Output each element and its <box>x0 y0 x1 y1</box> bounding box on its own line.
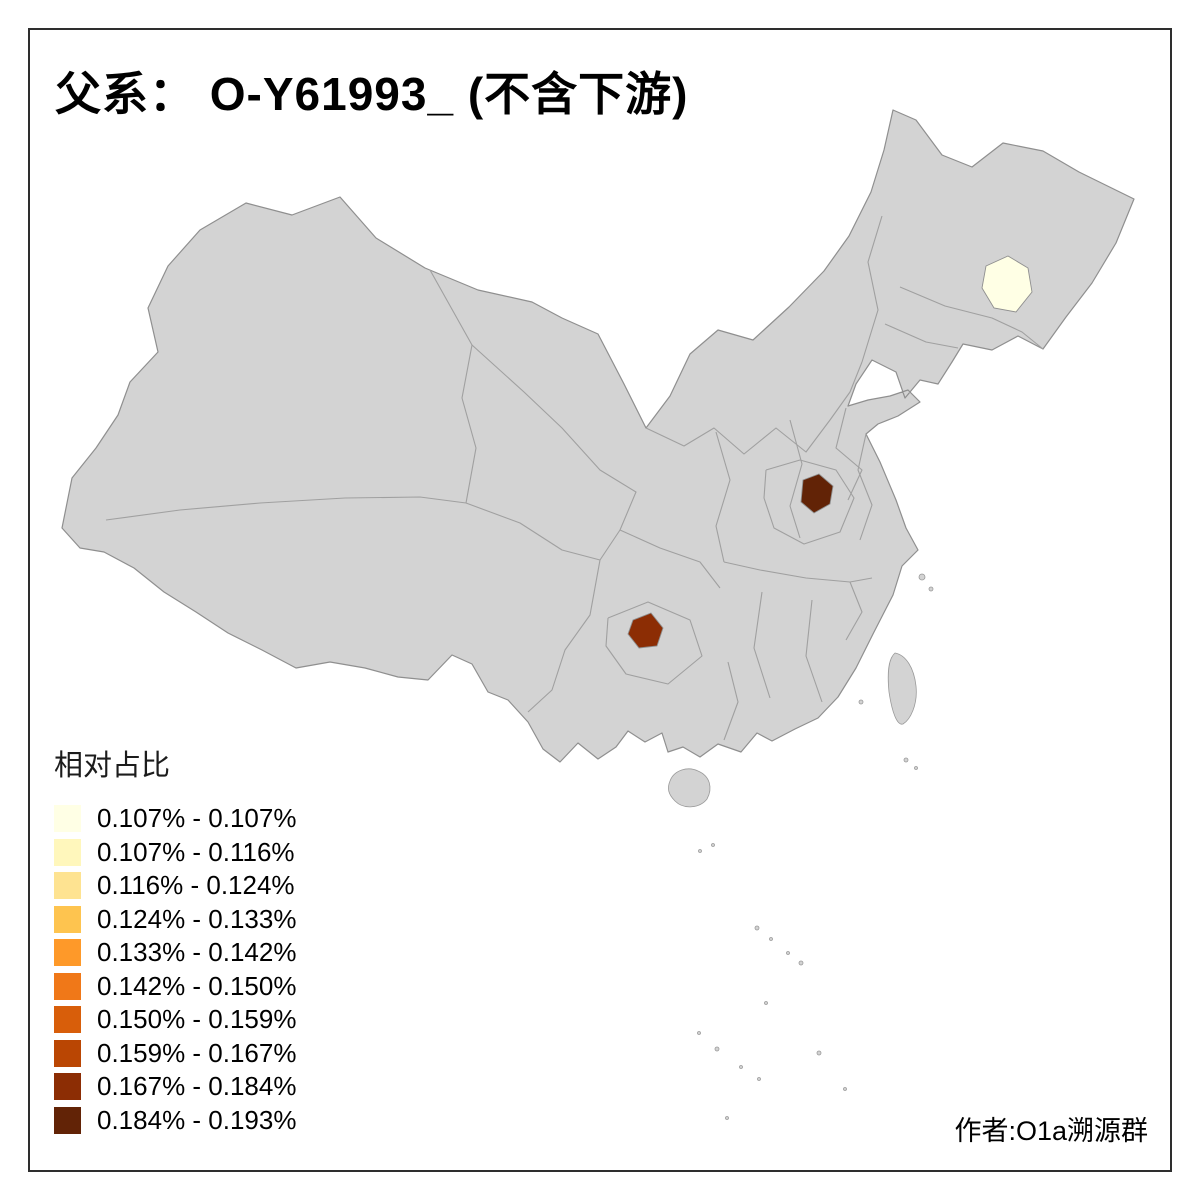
legend-swatch <box>54 805 81 833</box>
province-border-line <box>753 591 771 699</box>
legend-swatch <box>54 939 81 967</box>
island-dot <box>698 849 702 853</box>
legend-swatch <box>54 1006 81 1034</box>
province-border-line <box>465 502 601 561</box>
region-highlight-central <box>800 473 834 514</box>
legend-swatch <box>54 838 81 866</box>
legend-label: 0.116% - 0.124% <box>97 870 295 901</box>
map-title: 父系： O-Y61993_ (不含下游) <box>55 68 689 120</box>
province-border-line <box>723 561 873 583</box>
legend-item: 0.116% - 0.124% <box>54 869 296 903</box>
province-border-line <box>899 286 1044 350</box>
legend-label: 0.133% - 0.142% <box>97 937 297 968</box>
island-dot <box>757 1077 761 1081</box>
island-dot <box>764 1001 768 1005</box>
legend-swatch <box>54 1073 81 1101</box>
hainan-island <box>668 768 711 808</box>
legend-label: 0.167% - 0.184% <box>97 1071 297 1102</box>
island-dot <box>697 1031 701 1035</box>
legend-swatch <box>54 1039 81 1067</box>
legend-title: 相对占比 <box>54 750 171 782</box>
legend: 相对占比 0.107% - 0.107% 0.107% - 0.116% 0.1… <box>54 742 296 1137</box>
legend-label: 0.150% - 0.159% <box>97 1004 297 1035</box>
province-border-line <box>619 529 721 589</box>
island-dot <box>754 925 760 931</box>
island-dot <box>928 586 934 592</box>
legend-label: 0.107% - 0.107% <box>97 803 297 834</box>
island-dot <box>914 766 918 770</box>
legend-swatch <box>54 905 81 933</box>
legend-item: 0.159% - 0.167% <box>54 1037 296 1071</box>
south-china-sea-islands <box>697 573 934 1120</box>
legend-item: 0.107% - 0.107% <box>54 802 296 836</box>
province-border-line <box>845 581 863 641</box>
legend-label: 0.142% - 0.150% <box>97 970 297 1001</box>
province-border-line <box>715 431 731 563</box>
island-dot <box>843 1087 847 1091</box>
island-dot <box>725 1116 729 1120</box>
province-border-line <box>835 407 863 501</box>
legend-swatch <box>54 972 81 1000</box>
province-border-line <box>105 496 467 521</box>
province-border-line <box>645 361 863 455</box>
legend-swatch <box>54 872 81 900</box>
province-border-line <box>861 215 883 363</box>
region-highlight-southwest <box>627 612 664 649</box>
legend-label: 0.124% - 0.133% <box>97 903 297 934</box>
taiwan-island <box>887 652 917 725</box>
province-border-line <box>723 661 739 741</box>
author-credit: 作者:O1a溯源群 <box>954 1116 1148 1146</box>
region-highlight-northeast <box>981 255 1033 313</box>
island-dot <box>858 699 864 705</box>
island-dot <box>714 1046 720 1052</box>
legend-item: 0.167% - 0.184% <box>54 1070 296 1104</box>
legend-item: 0.142% - 0.150% <box>54 970 296 1004</box>
legend-item: 0.133% - 0.142% <box>54 936 296 970</box>
island-dot <box>816 1050 822 1056</box>
province-border-line <box>429 269 477 504</box>
legend-item: 0.107% - 0.116% <box>54 836 296 870</box>
island-dot <box>918 573 926 581</box>
province-border-line <box>789 419 803 539</box>
island-dot <box>739 1065 743 1069</box>
province-borders <box>105 215 1044 741</box>
plot-border <box>28 28 1172 1172</box>
province-border-line <box>805 599 823 703</box>
province-border-line <box>884 323 959 349</box>
island-dot <box>798 960 804 966</box>
legend-swatch <box>54 1106 81 1134</box>
province-border-line <box>763 459 855 545</box>
province-border-line <box>527 559 601 713</box>
legend-item: 0.124% - 0.133% <box>54 903 296 937</box>
island-dot <box>786 951 790 955</box>
legend-item: 0.150% - 0.159% <box>54 1003 296 1037</box>
island-dot <box>711 843 715 847</box>
legend-label: 0.107% - 0.116% <box>97 836 295 867</box>
province-border-line <box>857 433 873 541</box>
province-border-line <box>605 601 703 685</box>
island-dot <box>903 757 909 763</box>
legend-item: 0.184% - 0.193% <box>54 1104 296 1138</box>
legend-label: 0.159% - 0.167% <box>97 1037 297 1068</box>
island-dot <box>769 937 773 941</box>
legend-label: 0.184% - 0.193% <box>97 1104 297 1135</box>
china-mainland-shape <box>61 109 1135 763</box>
